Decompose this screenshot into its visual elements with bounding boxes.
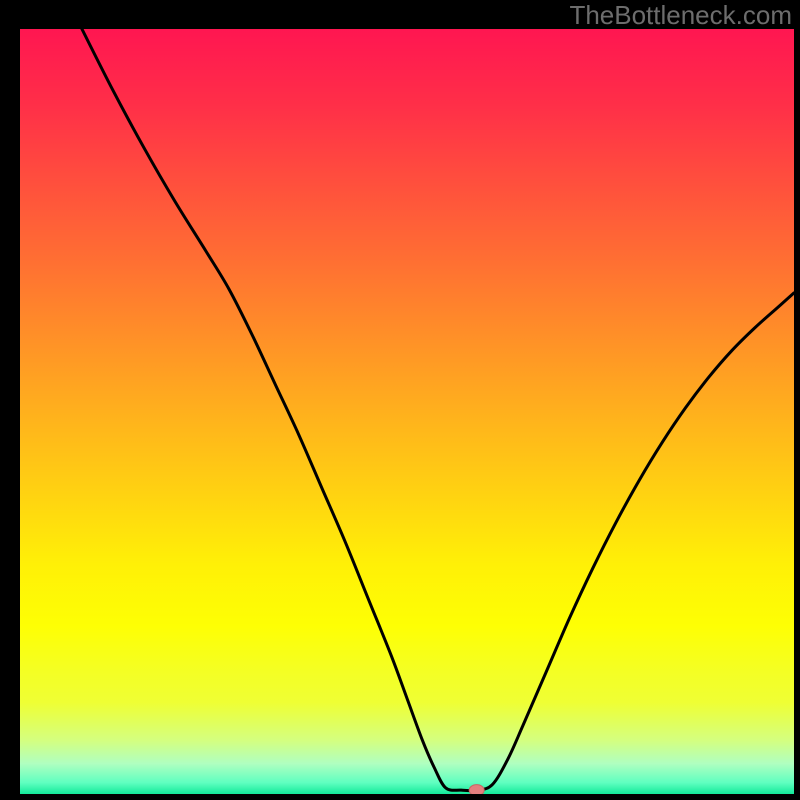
plot-background: [20, 29, 794, 794]
watermark-text: TheBottleneck.com: [569, 0, 792, 31]
chart-container: { "watermark": "TheBottleneck.com", "cha…: [0, 0, 800, 800]
bottleneck-chart: [0, 0, 800, 800]
